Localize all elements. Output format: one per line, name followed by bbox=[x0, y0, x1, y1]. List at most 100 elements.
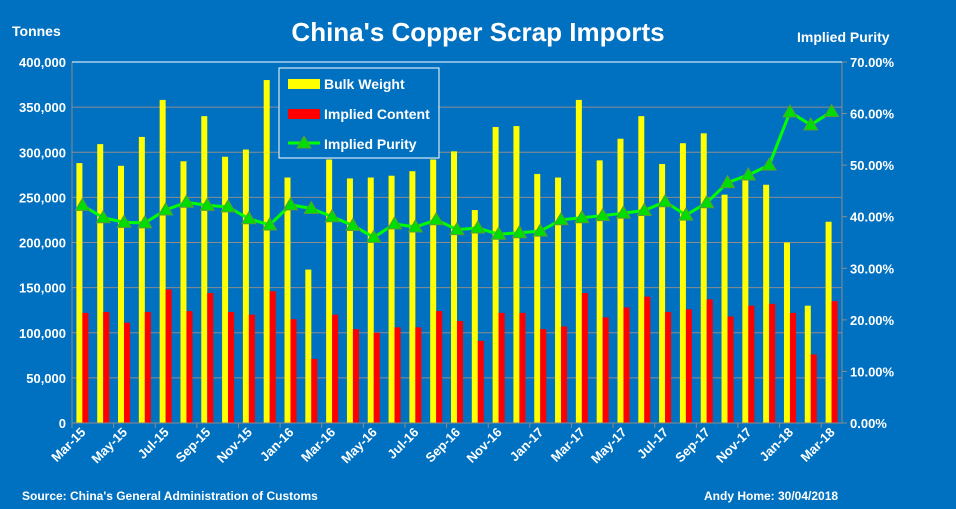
purity-marker bbox=[157, 202, 174, 216]
bar-implied-content bbox=[602, 317, 609, 423]
bar-bulk-weight bbox=[451, 151, 457, 423]
y-tick-label: 100,000 bbox=[19, 326, 66, 341]
y2-tick-label: 60.00% bbox=[850, 107, 895, 122]
legend-label-bulk: Bulk Weight bbox=[324, 76, 405, 92]
purity-marker bbox=[594, 207, 611, 222]
purity-marker bbox=[532, 223, 549, 237]
y-axis-label: Tonnes bbox=[12, 23, 61, 39]
x-tick-label: Mar-18 bbox=[797, 425, 837, 465]
purity-marker bbox=[199, 197, 216, 211]
bar-implied-content bbox=[810, 354, 817, 423]
legend-swatch-content bbox=[288, 109, 320, 119]
purity-marker bbox=[678, 207, 694, 221]
bar-implied-content bbox=[269, 291, 276, 423]
credit-note: Andy Home: 30/04/2018 bbox=[704, 489, 838, 503]
y-tick-label: 200,000 bbox=[19, 236, 66, 251]
bar-bulk-weight bbox=[825, 221, 832, 423]
bar-bulk-weight bbox=[659, 163, 666, 424]
purity-marker bbox=[761, 157, 778, 171]
x-tick-label: Nov-15 bbox=[214, 425, 255, 466]
purity-marker bbox=[386, 215, 403, 230]
bar-implied-content bbox=[373, 332, 380, 423]
y2-tick-label: 40.00% bbox=[850, 210, 895, 225]
bar-bulk-weight bbox=[305, 269, 312, 423]
bar-implied-content bbox=[415, 327, 422, 423]
source-note: Source: China's General Administration o… bbox=[22, 489, 318, 503]
bar-bulk-weight bbox=[742, 179, 749, 423]
bar-implied-content bbox=[789, 312, 796, 423]
purity-marker bbox=[365, 229, 382, 243]
x-tick-label: May-15 bbox=[88, 425, 130, 467]
purity-marker bbox=[303, 200, 320, 214]
bar-bulk-weight bbox=[617, 138, 624, 423]
bar-bulk-weight bbox=[367, 177, 374, 423]
purity-marker bbox=[178, 194, 195, 208]
y-tick-label: 0 bbox=[59, 416, 66, 431]
bar-bulk-weight bbox=[159, 99, 166, 423]
bar-bulk-weight bbox=[534, 173, 541, 423]
purity-marker bbox=[469, 220, 486, 234]
purity-marker bbox=[740, 166, 757, 181]
bar-bulk-weight bbox=[326, 159, 333, 423]
bar-bulk-weight bbox=[222, 156, 229, 423]
bar-implied-content bbox=[519, 312, 526, 423]
bar-implied-content bbox=[665, 311, 672, 423]
y2-tick-label: 30.00% bbox=[850, 261, 895, 276]
bar-implied-content bbox=[228, 311, 235, 423]
y2-tick-label: 0.00% bbox=[850, 416, 887, 431]
x-tick-label: Jul-17 bbox=[634, 425, 671, 462]
purity-marker bbox=[261, 216, 278, 231]
purity-marker bbox=[698, 194, 715, 209]
x-tick-label: Mar-15 bbox=[48, 425, 88, 465]
purity-marker bbox=[220, 198, 236, 213]
bar-bulk-weight bbox=[388, 175, 395, 423]
bar-implied-content bbox=[332, 314, 339, 423]
y-tick-label: 400,000 bbox=[19, 55, 66, 70]
purity-marker bbox=[636, 202, 653, 217]
purity-marker bbox=[74, 197, 91, 211]
y2-tick-label: 20.00% bbox=[850, 313, 895, 328]
bar-implied-content bbox=[748, 305, 755, 423]
x-tick-label: Sep-15 bbox=[173, 425, 214, 466]
purity-marker bbox=[823, 103, 840, 118]
y-tick-label: 300,000 bbox=[19, 145, 66, 160]
bar-bulk-weight bbox=[471, 210, 478, 423]
bar-implied-content bbox=[103, 311, 110, 423]
purity-marker bbox=[449, 221, 465, 236]
legend-label-content: Implied Content bbox=[324, 106, 430, 122]
x-tick-label: Sep-16 bbox=[422, 425, 463, 466]
chart-title: China's Copper Scrap Imports bbox=[291, 17, 664, 47]
bar-bulk-weight bbox=[263, 80, 270, 424]
x-tick-label: May-17 bbox=[588, 425, 630, 467]
bar-implied-content bbox=[498, 312, 505, 423]
bar-bulk-weight bbox=[555, 177, 562, 423]
purity-marker bbox=[95, 209, 112, 224]
bar-bulk-weight bbox=[430, 159, 437, 423]
bar-implied-content bbox=[352, 329, 359, 423]
legend-marker-purity bbox=[296, 135, 312, 149]
x-tick-label: Mar-16 bbox=[298, 425, 338, 465]
bar-implied-content bbox=[144, 311, 151, 423]
y-tick-label: 50,000 bbox=[26, 371, 66, 386]
bar-bulk-weight bbox=[763, 184, 770, 423]
bar-bulk-weight bbox=[679, 143, 686, 423]
x-tick-label: Nov-17 bbox=[713, 425, 754, 466]
bar-bulk-weight bbox=[284, 177, 291, 423]
x-tick-label: Mar-17 bbox=[548, 425, 588, 465]
bar-implied-content bbox=[769, 303, 776, 423]
purity-marker bbox=[657, 193, 673, 208]
purity-marker bbox=[511, 224, 528, 239]
bar-bulk-weight bbox=[201, 116, 208, 424]
x-tick-label: Jul-16 bbox=[384, 425, 421, 462]
y2-tick-label: 50.00% bbox=[850, 158, 895, 173]
purity-marker bbox=[407, 219, 424, 233]
x-tick-label: May-16 bbox=[338, 425, 380, 467]
bar-implied-content bbox=[124, 322, 131, 423]
bar-implied-content bbox=[685, 309, 692, 423]
x-tick-label: Jan-18 bbox=[756, 425, 796, 465]
bar-bulk-weight bbox=[492, 126, 499, 423]
purity-marker bbox=[136, 214, 153, 229]
bar-implied-content bbox=[436, 311, 443, 423]
bar-implied-content bbox=[727, 316, 734, 423]
legend: Bulk Weight Implied Content Implied Puri… bbox=[278, 67, 440, 159]
